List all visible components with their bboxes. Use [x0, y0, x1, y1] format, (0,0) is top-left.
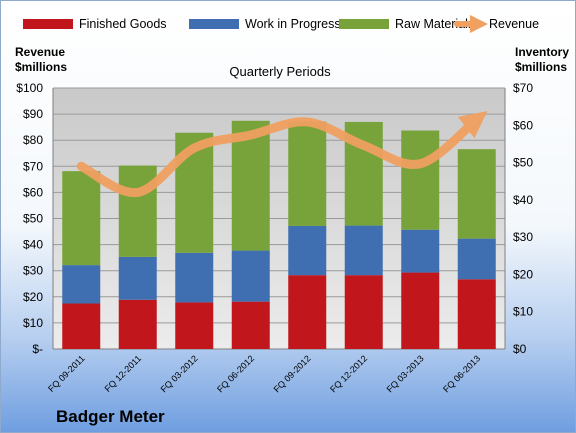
chart-title: Quarterly Periods — [229, 64, 331, 79]
bar-segment — [175, 302, 214, 349]
left-tick-label: $70 — [23, 159, 43, 173]
left-tick-label: $90 — [23, 107, 43, 121]
bar-segment — [231, 250, 270, 302]
x-tick-label: FQ 06-2012 — [215, 353, 256, 394]
bar-segment — [288, 121, 327, 226]
right-tick-label: $30 — [513, 230, 533, 244]
right-tick-label: $0 — [513, 342, 527, 356]
right-tick-label: $40 — [513, 193, 533, 207]
bar-segment — [288, 275, 327, 349]
right-tick-label: $60 — [513, 118, 533, 132]
revenue-line — [76, 110, 488, 197]
left-tick-label: $- — [32, 342, 43, 356]
bar-segment — [118, 299, 157, 349]
bar-segment — [457, 149, 496, 239]
revenue-line-path — [76, 110, 488, 197]
bar-segment — [231, 120, 270, 251]
right-axis-title-line2: $millions — [515, 60, 567, 74]
bar-segment — [288, 225, 327, 276]
left-tick-label: $40 — [23, 238, 43, 252]
x-axis-ticks: FQ 09-2011 FQ 12-2011 FQ 03-2012 FQ 06-2012… — [46, 353, 482, 394]
x-tick-label: FQ 09-2011 — [46, 353, 87, 394]
legend-label: Work in Progress — [245, 17, 341, 31]
legend-label: Revenue — [489, 17, 539, 31]
left-axis-title-line1: Revenue — [15, 45, 65, 59]
bar-segment — [231, 301, 270, 349]
company-label: Badger Meter — [56, 407, 165, 426]
legend-label: Finished Goods — [79, 17, 167, 31]
left-tick-label: $100 — [16, 81, 43, 95]
right-tick-label: $70 — [513, 81, 533, 95]
left-tick-label: $60 — [23, 185, 43, 199]
left-tick-label: $30 — [23, 264, 43, 278]
right-tick-label: $10 — [513, 305, 533, 319]
left-tick-label: $50 — [23, 212, 43, 226]
bar-segment — [401, 229, 440, 273]
x-tick-label: FQ 12-2012 — [328, 353, 369, 394]
bars — [62, 120, 496, 349]
legend-swatch — [189, 19, 239, 29]
x-tick-label: FQ 06-2013 — [441, 353, 482, 394]
right-tick-label: $20 — [513, 267, 533, 281]
bar-segment — [118, 256, 157, 300]
left-tick-label: $10 — [23, 316, 43, 330]
bar-segment — [175, 252, 214, 303]
x-tick-label: FQ 03-2012 — [159, 353, 200, 394]
bar-segment — [62, 303, 101, 349]
x-tick-label: FQ 09-2012 — [272, 353, 313, 394]
bar-segment — [344, 275, 383, 349]
left-axis-title-line2: $millions — [15, 60, 67, 74]
right-tick-label: $50 — [513, 156, 533, 170]
bar-segment — [344, 225, 383, 276]
bar-segment — [62, 265, 101, 304]
right-axis-title-line1: Inventory — [515, 45, 569, 59]
bar-segment — [401, 130, 440, 230]
left-tick-label: $80 — [23, 133, 43, 147]
bar-segment — [457, 279, 496, 349]
x-tick-label: FQ 12-2011 — [103, 353, 144, 394]
bar-segment — [118, 165, 157, 257]
legend: Finished Goods Work in Progress Raw Materi… — [23, 15, 539, 33]
legend-label: Raw Materials — [395, 17, 474, 31]
left-tick-label: $20 — [23, 290, 43, 304]
bar-segment — [62, 171, 101, 266]
legend-swatch — [339, 19, 389, 29]
bar-segment — [457, 238, 496, 280]
left-axis-ticks: $- $10 $20 $30 $40 $50 $60 $70 $80 $90 $100 — [16, 81, 43, 356]
bar-segment — [401, 272, 440, 349]
x-tick-label: FQ 03-2013 — [385, 353, 426, 394]
legend-swatch — [23, 19, 73, 29]
right-axis-ticks: $0 $10 $20 $30 $40 $50 $60 $70 — [513, 81, 533, 356]
